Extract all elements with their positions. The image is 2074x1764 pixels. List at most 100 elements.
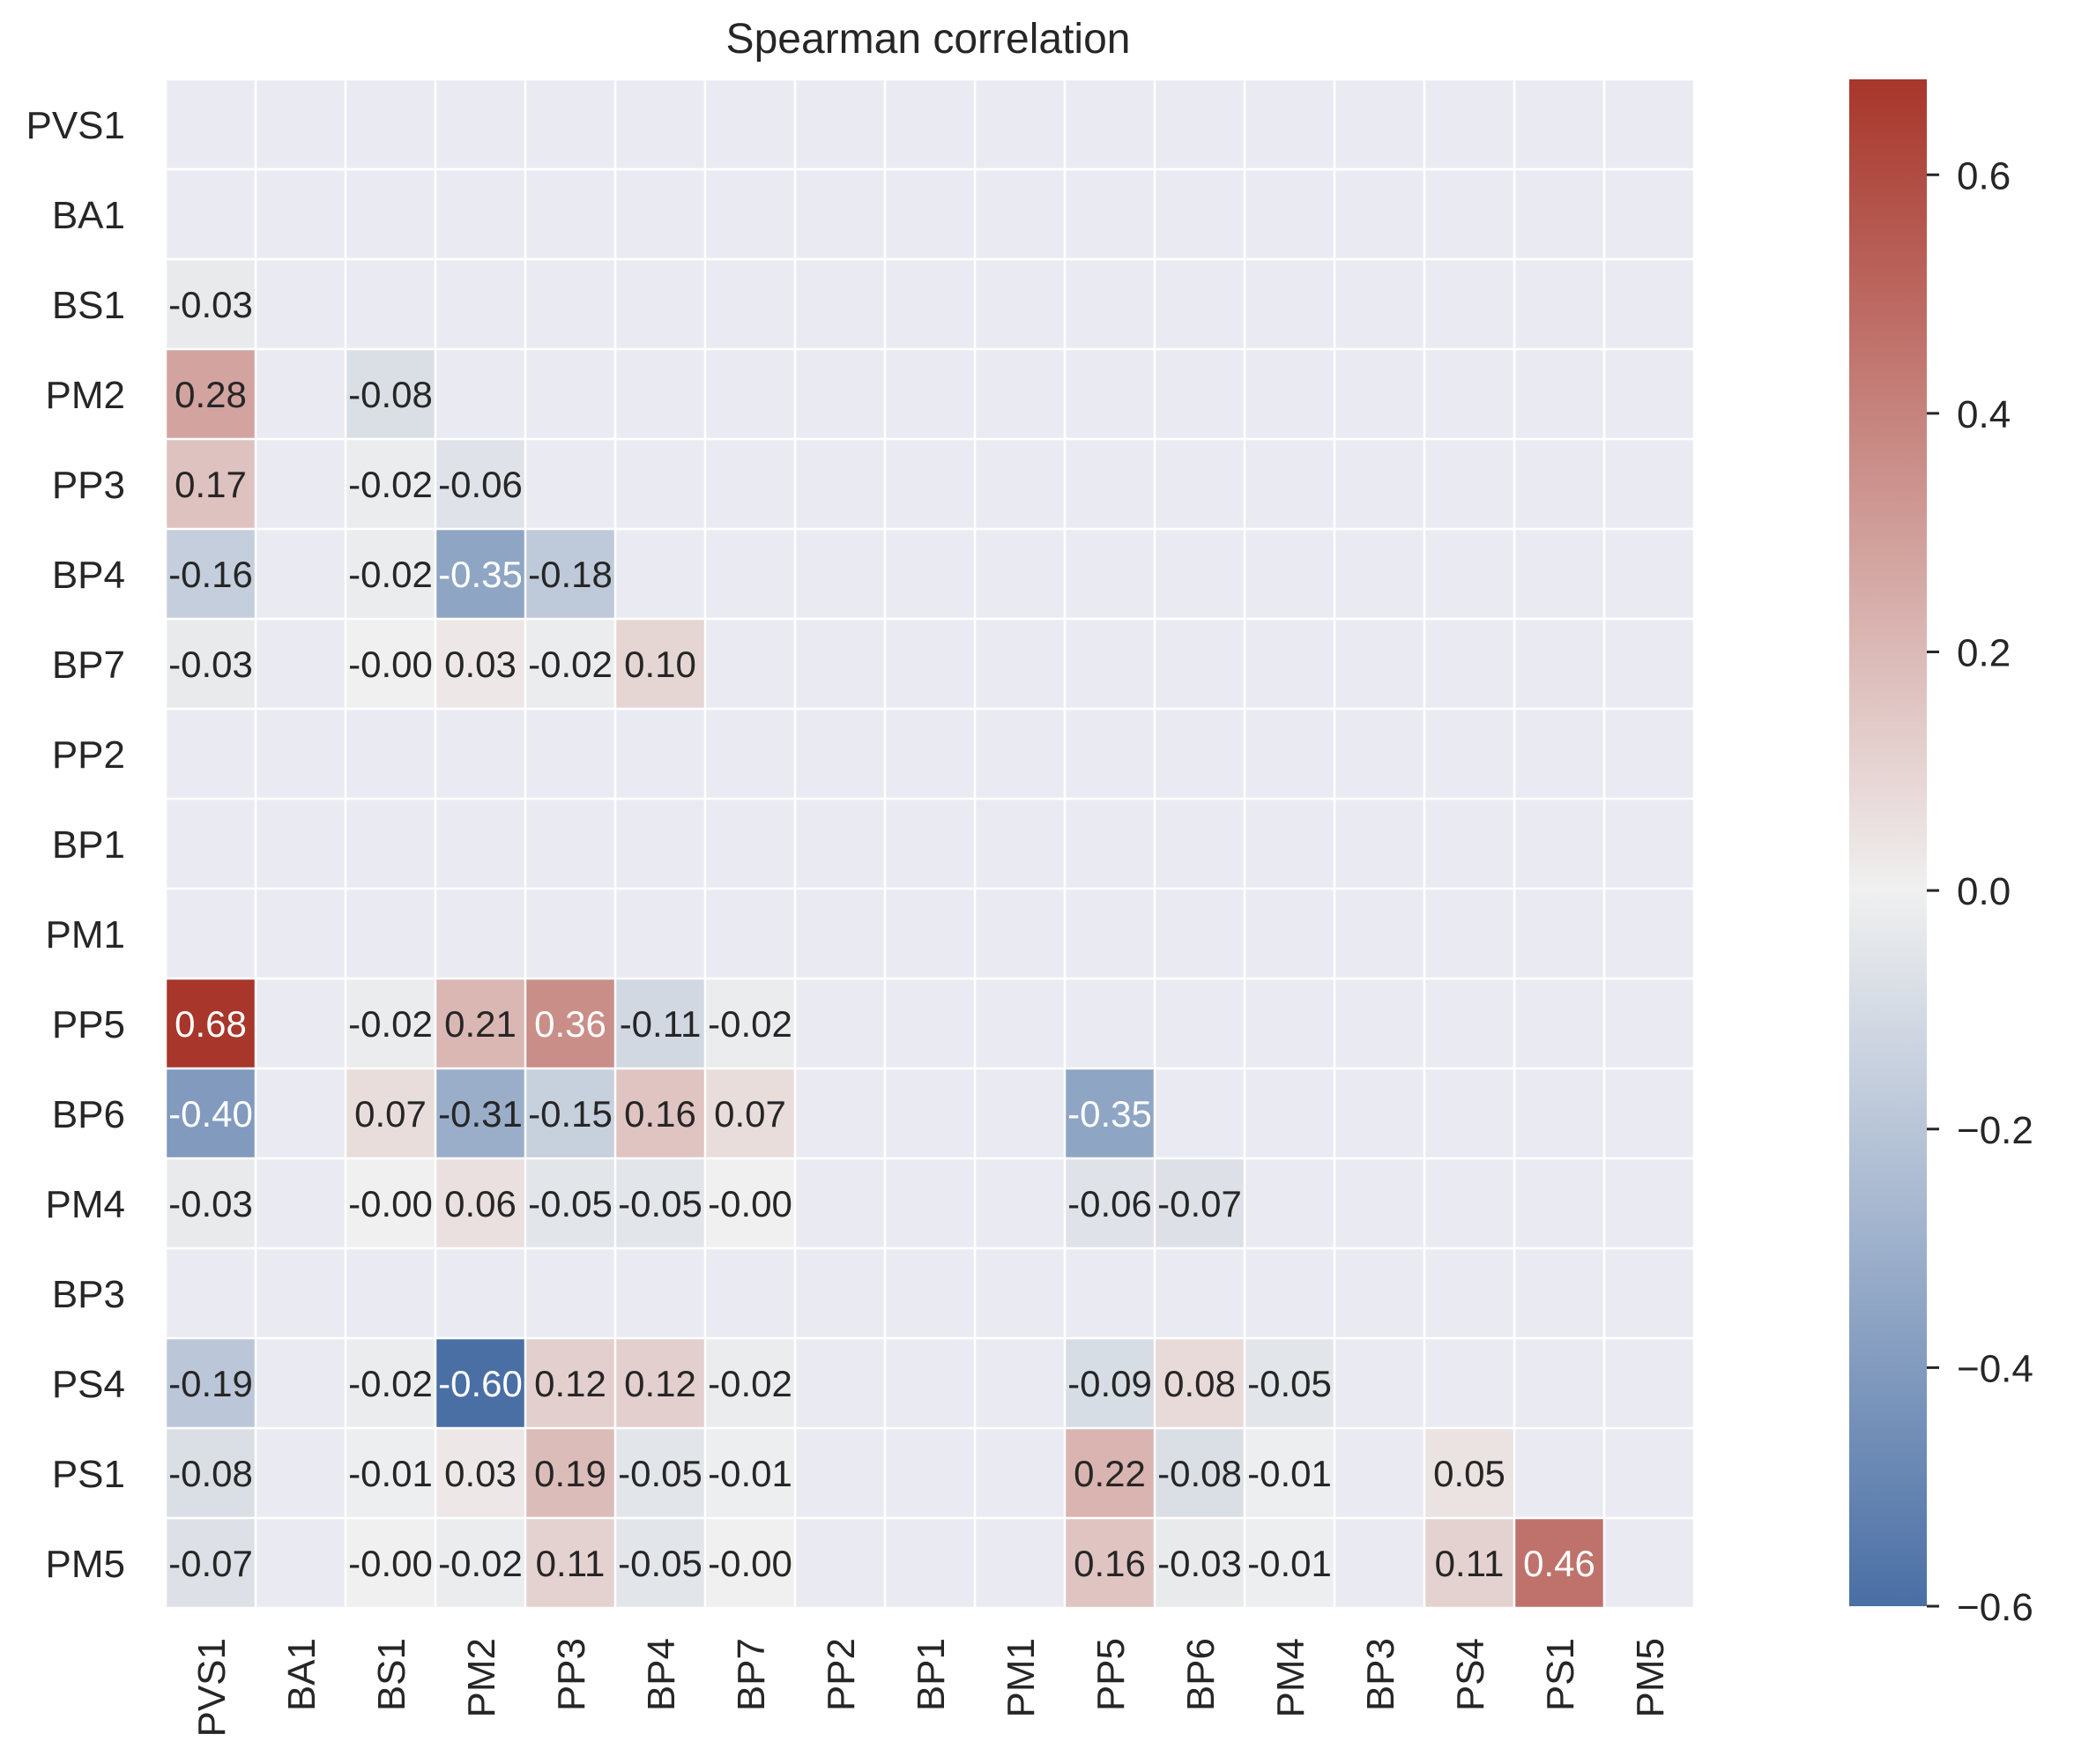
x-tick-label-pp5: PP5 (1089, 1638, 1133, 1711)
heatmap-cell-bs1-pvs1 (166, 259, 256, 349)
y-tick-label-bs1: BS1 (52, 284, 125, 327)
heatmap-cell-pp5-pm2 (435, 979, 525, 1068)
cell-annotation: 0.11 (1435, 1543, 1505, 1584)
cell-annotation: 0.28 (175, 374, 247, 415)
cell-annotation: 0.11 (536, 1543, 606, 1584)
heatmap-cell-bp6-pm2 (435, 1068, 525, 1158)
heatmap-cell-ps1-bp4 (615, 1428, 705, 1518)
cell-annotation: 0.19 (534, 1453, 606, 1494)
heatmap-cell-bp6-bp4 (615, 1068, 705, 1158)
heatmap-cell-bp7-pp3 (525, 619, 615, 709)
heatmap-cell-pm4-bs1 (346, 1158, 435, 1248)
cell-annotation: -0.05 (528, 1183, 613, 1224)
y-tick-label-pp3: PP3 (52, 464, 125, 507)
x-tick-label-bp1: BP1 (910, 1638, 953, 1711)
cell-annotation: -0.06 (1067, 1183, 1152, 1224)
heatmap-cell-pp3-bs1 (346, 439, 435, 529)
cell-annotation: 0.10 (624, 644, 696, 685)
colorbar: 0.6 0.4 0.2 0.0 −0.2 −0.4 −0.6 (1849, 79, 2033, 1629)
y-tick-label-pm1: PM1 (46, 913, 125, 956)
heatmap-cell-pm2-pvs1 (166, 349, 256, 439)
y-tick-label-ba1: BA1 (52, 194, 125, 237)
cell-annotation: -0.08 (348, 374, 433, 415)
cell-annotation: -0.02 (348, 464, 433, 505)
cell-annotation: -0.03 (168, 284, 253, 325)
cell-annotation: -0.16 (168, 554, 253, 595)
cell-annotation: -0.08 (1157, 1453, 1242, 1494)
x-tick-label-bp3: BP3 (1359, 1638, 1402, 1711)
colorbar-tick-label: −0.2 (1957, 1109, 2033, 1152)
y-tick-label-bp4: BP4 (52, 554, 125, 597)
heatmap-cell-pm5-bp4 (615, 1518, 705, 1608)
heatmap-cell-pp3-pvs1 (166, 439, 256, 529)
cell-annotation: -0.00 (708, 1543, 792, 1584)
heatmap-cell-ps4-bp4 (615, 1338, 705, 1428)
heatmap-cell-pm5-pp5 (1065, 1518, 1155, 1608)
y-tick-label-pp2: PP2 (52, 733, 125, 777)
colorbar-tick-label: −0.4 (1957, 1347, 2033, 1390)
chart-title: Spearman correlation (726, 16, 1131, 63)
colorbar-tick-label: 0.6 (1957, 154, 2011, 197)
heatmap-cell-ps1-pm4 (1245, 1428, 1334, 1518)
cell-annotation: -0.01 (1247, 1453, 1332, 1494)
cell-annotation: 0.17 (175, 464, 247, 505)
cell-annotation: -0.19 (168, 1363, 253, 1404)
cell-annotation: 0.68 (175, 1003, 247, 1045)
cell-annotation: -0.15 (528, 1093, 613, 1135)
cell-annotation: -0.00 (348, 644, 433, 685)
heatmap-cell-pm5-bp7 (705, 1518, 795, 1608)
cell-annotation: 0.21 (444, 1003, 517, 1045)
heatmap-cell-ps4-pm4 (1245, 1338, 1334, 1428)
cell-annotation: -0.40 (168, 1093, 253, 1135)
x-tick-label-pm2: PM2 (460, 1638, 503, 1717)
cell-annotation: 0.22 (1074, 1453, 1146, 1494)
x-tick-label-pm1: PM1 (1000, 1638, 1043, 1717)
heatmap-cell-ps1-pm2 (435, 1428, 525, 1518)
x-tick-label-bp6: BP6 (1179, 1638, 1223, 1711)
heatmap-cell-pm5-bp6 (1155, 1518, 1245, 1608)
x-tick-label-bp7: BP7 (730, 1638, 773, 1711)
heatmap-cell-pm4-pm2 (435, 1158, 525, 1248)
cell-annotation: 0.12 (624, 1363, 696, 1404)
heatmap-cell-bp7-bs1 (346, 619, 435, 709)
heatmap-cell-ps4-pm2 (435, 1338, 525, 1428)
cell-annotation: -0.09 (1067, 1363, 1152, 1404)
cell-annotation: -0.00 (348, 1543, 433, 1584)
cell-annotation: 0.16 (1074, 1543, 1146, 1584)
heatmap-cell-pp5-pp3 (525, 979, 615, 1068)
x-tick-label-pp3: PP3 (550, 1638, 593, 1711)
cell-annotation: -0.11 (620, 1003, 702, 1045)
heatmap-cell-ps1-bs1 (346, 1428, 435, 1518)
y-tick-label-bp7: BP7 (52, 644, 125, 687)
x-tick-label-pm5: PM5 (1629, 1638, 1672, 1717)
heatmap-cell-pm5-pvs1 (166, 1518, 256, 1608)
x-tick-label-bs1: BS1 (370, 1638, 413, 1711)
heatmap-cell-pp5-bp4 (615, 979, 705, 1068)
cell-annotation: 0.05 (1433, 1453, 1505, 1494)
cell-annotation: 0.07 (714, 1093, 786, 1135)
heatmap-cells (166, 259, 1604, 1608)
cell-annotation: 0.08 (1163, 1363, 1236, 1404)
heatmap-cell-pm5-ps1 (1514, 1518, 1604, 1608)
cell-annotation: -0.03 (168, 644, 253, 685)
heatmap-cell-ps4-pp5 (1065, 1338, 1155, 1428)
cell-annotation: -0.00 (348, 1183, 433, 1224)
cell-annotation: -0.02 (348, 1363, 433, 1404)
heatmap-cell-pp5-bs1 (346, 979, 435, 1068)
heatmap-cell-pm2-bs1 (346, 349, 435, 439)
heatmap-cell-pm5-pp3 (525, 1518, 615, 1608)
heatmap-cell-pm4-pp5 (1065, 1158, 1155, 1248)
cell-annotation: -0.01 (348, 1453, 433, 1494)
heatmap-cell-bp6-pvs1 (166, 1068, 256, 1158)
heatmap-cell-bp4-pvs1 (166, 529, 256, 619)
colorbar-tick-label: 0.4 (1957, 393, 2011, 436)
cell-annotation: -0.08 (168, 1453, 253, 1494)
cell-annotation: -0.01 (708, 1453, 792, 1494)
cell-annotation: -0.02 (348, 1003, 433, 1045)
heatmap-cell-ps1-pvs1 (166, 1428, 256, 1518)
cell-annotation: -0.00 (708, 1183, 792, 1224)
cell-annotation: -0.18 (528, 554, 613, 595)
heatmap-cell-pm4-bp7 (705, 1158, 795, 1248)
x-tick-label-ba1: BA1 (280, 1638, 323, 1711)
